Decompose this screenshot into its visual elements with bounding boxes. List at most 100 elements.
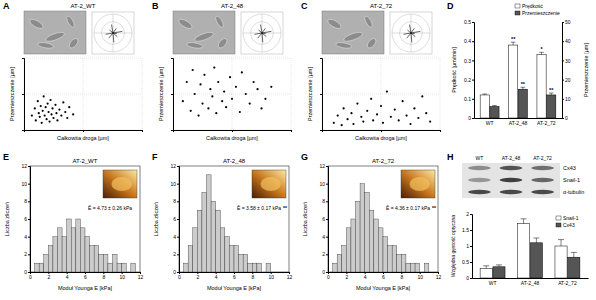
tick-mark [22, 130, 24, 131]
bar [76, 219, 81, 272]
tick-mark [326, 254, 328, 255]
error-line [536, 238, 537, 243]
tick-mark [28, 201, 30, 202]
band [500, 190, 523, 194]
tick-label: AT-2_48 [509, 120, 528, 126]
tick: 12 [319, 163, 328, 169]
error-bar [533, 238, 539, 243]
bar [48, 246, 53, 273]
tick [320, 130, 322, 131]
trajectory [113, 33, 117, 37]
blot-label: Snail-1 [563, 177, 580, 183]
point [51, 107, 53, 109]
bar [53, 237, 58, 272]
bar [103, 254, 108, 272]
point [43, 95, 45, 97]
tick-mark [562, 22, 564, 23]
tick-mark [326, 237, 328, 238]
trajectory-ring [392, 14, 430, 52]
bar-labels: ******* [511, 36, 554, 93]
point [350, 112, 352, 114]
tick-label: 4 [66, 274, 69, 280]
legend-label: Snail-1 [563, 215, 579, 221]
cell [194, 30, 215, 43]
band [531, 166, 554, 170]
error-bar [549, 93, 554, 95]
tick-mark [381, 130, 382, 132]
trajectory [411, 33, 415, 35]
bar [117, 263, 122, 272]
tick: AT-2_72 [558, 280, 577, 286]
bar [90, 246, 95, 273]
point [38, 112, 40, 114]
axis: 00.511.52 [462, 211, 472, 281]
tick-label: 12 [436, 274, 442, 280]
point [421, 95, 423, 97]
bar [67, 219, 72, 272]
tick [22, 58, 24, 59]
bar [44, 254, 49, 272]
tick: 50 [562, 19, 571, 25]
blot-label: α-tubulin [563, 189, 584, 195]
bar [62, 237, 67, 272]
point [41, 122, 43, 124]
tick: 10 [21, 181, 30, 187]
error-bar [492, 105, 497, 107]
panel-letter: D [447, 1, 454, 11]
significance: ** [511, 36, 516, 42]
marks [31, 95, 74, 124]
tick-mark [28, 237, 30, 238]
point [201, 103, 203, 105]
trajectory-ring [243, 14, 281, 52]
trajectory [262, 33, 264, 42]
tick-label: 2 [322, 251, 325, 257]
error-cap [483, 265, 489, 266]
tick-label: AT-2_72 [537, 120, 556, 126]
axis: 024681012 [170, 163, 179, 275]
tick-label: 2 [196, 274, 199, 280]
point [37, 100, 39, 102]
error-cap [558, 239, 564, 240]
bar [509, 45, 518, 118]
tick-label: 4 [322, 234, 325, 240]
cell [343, 30, 364, 43]
tick: 0 [327, 272, 330, 280]
tick-mark [320, 58, 322, 59]
bar [493, 267, 505, 278]
point [52, 117, 54, 119]
tick: 12 [436, 272, 442, 280]
bar [433, 272, 438, 273]
panel: D00.10.20.30.40.501020304050WTAT-2_48AT-… [447, 1, 589, 126]
tick-label: 6 [382, 274, 385, 280]
point [31, 115, 33, 117]
grid-line [322, 58, 440, 59]
legend-swatch [515, 11, 520, 15]
cell [217, 37, 229, 50]
point [211, 95, 213, 97]
tick [291, 130, 292, 132]
bar [184, 263, 189, 272]
trajectory [262, 33, 266, 37]
tick: 6 [233, 272, 236, 280]
tick-mark [177, 254, 179, 255]
tick [171, 58, 173, 59]
tick-mark [142, 130, 143, 132]
point [382, 122, 384, 124]
point [221, 100, 223, 102]
axis-line [177, 167, 180, 273]
panel: H00.511.52WTAT-2_48AT-2_72Względna gęsto… [447, 152, 589, 286]
tick: 8 [251, 272, 254, 280]
point [197, 115, 199, 117]
point [398, 119, 400, 121]
axis: WTAT-2_48AT-2_72 [473, 279, 589, 286]
lane-label: AT-2_72 [533, 155, 552, 161]
tick-label: WT [486, 120, 494, 126]
axis [171, 59, 174, 131]
tick: 0 [466, 275, 472, 281]
tick-label: 30 [565, 58, 571, 64]
bar [383, 237, 388, 272]
axis-line [320, 59, 323, 131]
tick [381, 130, 382, 132]
bar [131, 263, 136, 272]
point [413, 107, 415, 109]
